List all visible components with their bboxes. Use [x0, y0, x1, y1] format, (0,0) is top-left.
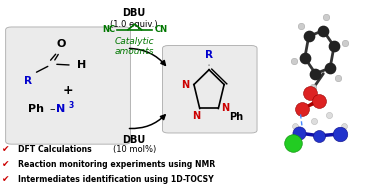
FancyBboxPatch shape — [163, 46, 257, 133]
Point — [292, 124, 298, 127]
Point — [291, 60, 297, 63]
Text: NC: NC — [102, 25, 115, 34]
Text: –: – — [50, 104, 55, 114]
Point — [298, 25, 304, 28]
Text: amounts: amounts — [115, 47, 154, 56]
Text: R: R — [24, 76, 33, 86]
Text: O: O — [57, 39, 66, 49]
Text: DBU: DBU — [122, 135, 146, 145]
Point — [342, 41, 348, 44]
FancyBboxPatch shape — [6, 27, 130, 144]
Point — [313, 72, 319, 75]
Text: N: N — [193, 111, 201, 121]
Text: Reaction monitoring experiments using NMR: Reaction monitoring experiments using NM… — [18, 160, 215, 169]
Text: ✔: ✔ — [2, 145, 9, 154]
Point — [316, 134, 322, 137]
Point — [323, 16, 329, 19]
Text: ✔: ✔ — [2, 175, 9, 184]
Text: Ph: Ph — [229, 112, 243, 122]
Text: (10 mol%): (10 mol%) — [113, 145, 156, 154]
Point — [299, 107, 305, 110]
Text: Catalytic: Catalytic — [115, 37, 154, 46]
Text: CN: CN — [154, 25, 167, 34]
Point — [327, 66, 333, 69]
Text: +: + — [63, 84, 73, 97]
Point — [326, 114, 332, 117]
Text: (1.0 equiv.): (1.0 equiv.) — [110, 20, 158, 28]
Text: N: N — [181, 80, 189, 89]
Point — [316, 100, 322, 103]
Point — [306, 35, 312, 38]
Point — [337, 132, 343, 135]
Text: DFT Calculations: DFT Calculations — [18, 145, 92, 154]
Point — [296, 132, 302, 134]
Text: 3: 3 — [69, 101, 74, 110]
Text: N: N — [56, 104, 65, 114]
Point — [331, 45, 337, 48]
Point — [302, 56, 308, 59]
Text: N: N — [222, 103, 229, 113]
Point — [310, 86, 316, 89]
Point — [311, 119, 317, 122]
Point — [320, 29, 326, 32]
Text: Ph: Ph — [28, 104, 44, 114]
Point — [307, 92, 313, 94]
Text: DBU: DBU — [122, 8, 146, 18]
Text: H: H — [77, 60, 86, 70]
Point — [341, 125, 347, 128]
Point — [290, 142, 296, 145]
Text: ✔: ✔ — [2, 160, 9, 169]
Text: Intermediates identification using 1D-TOCSY: Intermediates identification using 1D-TO… — [18, 175, 214, 184]
Text: R: R — [205, 49, 213, 60]
Point — [335, 76, 341, 79]
